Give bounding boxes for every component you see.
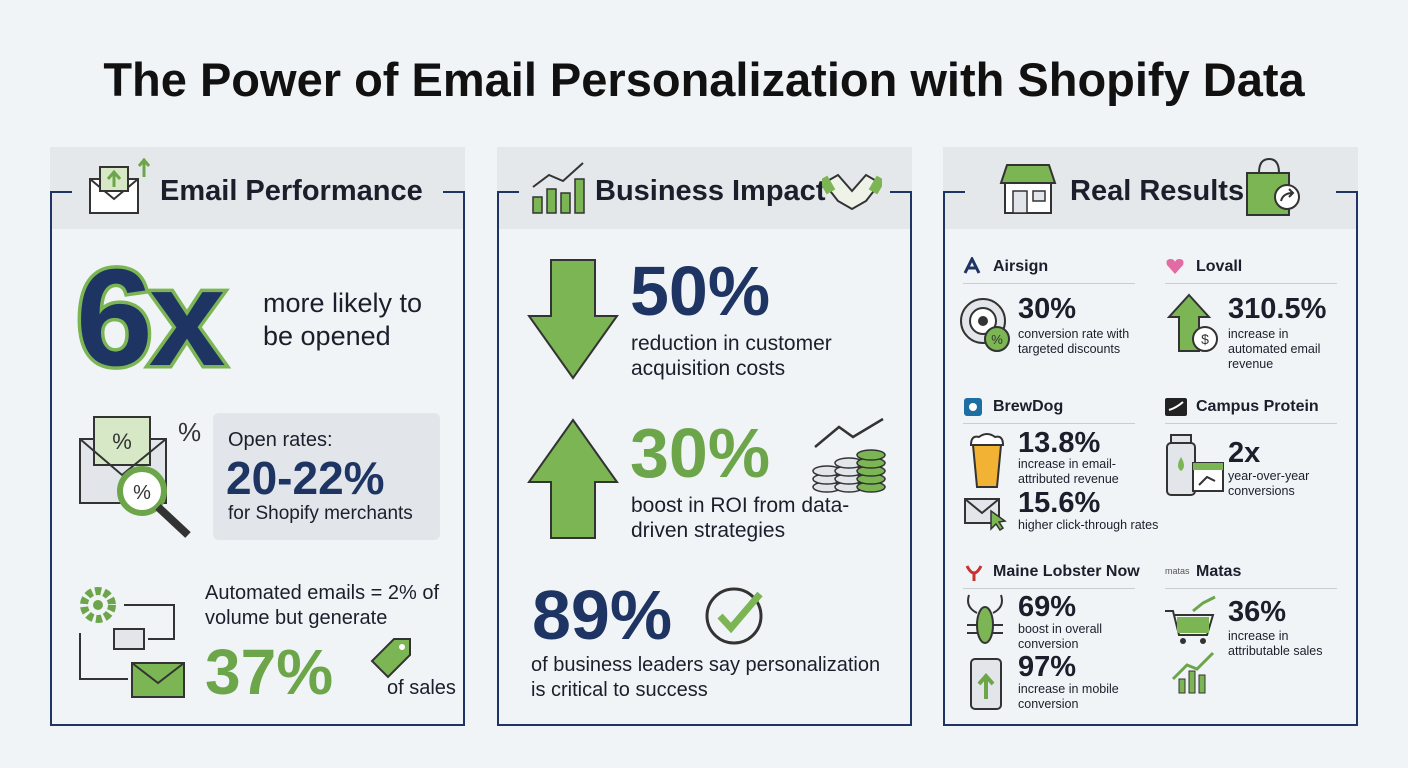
brand-name: Airsign bbox=[993, 258, 1049, 275]
brand-name: Maine Lobster Now bbox=[993, 563, 1140, 580]
brand-logo-text: matas bbox=[1165, 566, 1190, 576]
email-performance-panel: Email Performance 6x more likely to be o… bbox=[50, 147, 465, 726]
result-text: increase in automated email revenue bbox=[1228, 327, 1321, 371]
result-value: 2x bbox=[1228, 437, 1261, 469]
impact-value: 30% bbox=[630, 414, 771, 492]
frame-tick bbox=[1336, 191, 1358, 193]
svg-text:%: % bbox=[133, 482, 151, 504]
stat-value: 6x bbox=[73, 238, 229, 399]
cart-icon bbox=[1165, 595, 1216, 694]
panel-heading: Real Results bbox=[1070, 175, 1245, 207]
result-value: 69% bbox=[1018, 591, 1077, 623]
separator bbox=[1165, 283, 1337, 284]
result-text: year-over-year conversions bbox=[1228, 469, 1310, 498]
frame-tick bbox=[890, 191, 912, 193]
open-rate-label: Open rates: bbox=[228, 429, 333, 451]
real-results-panel: Real Results Airsign % 30% conversion ra… bbox=[943, 147, 1358, 726]
handshake-icon bbox=[822, 173, 882, 211]
brand-name: Lovall bbox=[1196, 258, 1243, 275]
brand-name: BrewDog bbox=[993, 398, 1064, 415]
result-value: 310.5% bbox=[1228, 293, 1327, 325]
separator bbox=[1165, 423, 1337, 424]
page-title: The Power of Email Personalization with … bbox=[103, 53, 1305, 106]
panel-heading: Business Impact bbox=[595, 175, 826, 207]
impact-value: 89% bbox=[532, 576, 673, 654]
brand-logo bbox=[964, 398, 982, 416]
protein-icon bbox=[1166, 434, 1224, 496]
panel-frame bbox=[497, 191, 912, 726]
chart-icon bbox=[532, 162, 585, 214]
brand-logo bbox=[1165, 398, 1187, 416]
result-text: conversion rate with targeted discounts bbox=[1018, 327, 1130, 356]
automated-suffix: of sales bbox=[387, 677, 456, 699]
impact-value: 50% bbox=[630, 252, 771, 330]
open-rate-value: 20-22% bbox=[226, 452, 385, 504]
result-text: increase in mobile conversion bbox=[1018, 682, 1119, 711]
svg-text:%: % bbox=[178, 417, 201, 447]
tag-icon bbox=[370, 638, 411, 679]
brand-logo bbox=[1166, 259, 1184, 274]
open-rate-bubble bbox=[213, 413, 440, 540]
coins-icon bbox=[812, 417, 886, 493]
result-text: increase in email-attributed revenue bbox=[1018, 457, 1119, 486]
frame-tick bbox=[443, 191, 465, 193]
result-text: boost in overall conversion bbox=[1018, 622, 1103, 651]
result-value: 36% bbox=[1228, 596, 1287, 628]
lobster-icon bbox=[967, 594, 1003, 644]
separator bbox=[963, 283, 1135, 284]
bag-icon bbox=[1246, 157, 1300, 216]
svg-text:%: % bbox=[112, 429, 132, 454]
automation-icon bbox=[79, 587, 185, 698]
open-rate-text: for Shopify merchants bbox=[228, 503, 413, 524]
envelope-icon bbox=[89, 157, 151, 214]
separator bbox=[963, 423, 1135, 424]
separator bbox=[1165, 588, 1337, 589]
result-value: 13.8% bbox=[1018, 427, 1101, 459]
click-icon bbox=[964, 498, 1007, 531]
result-value: 97% bbox=[1018, 651, 1077, 683]
stat-text: more likely to be opened bbox=[263, 288, 423, 351]
up-arrow-icon bbox=[527, 418, 619, 539]
panel-frame bbox=[943, 191, 1358, 726]
check-icon bbox=[705, 587, 763, 645]
result-text: increase in attributable sales bbox=[1228, 629, 1323, 658]
result-value: 15.6% bbox=[1018, 487, 1101, 519]
impact-text: boost in ROI from data-driven strategies bbox=[631, 494, 850, 542]
business-impact-panel: Business Impact 50% reduction in custome… bbox=[497, 147, 912, 726]
panel-heading: Email Performance bbox=[160, 175, 423, 207]
frame-tick bbox=[50, 191, 72, 193]
separator bbox=[963, 588, 1135, 589]
automated-text: Automated emails = 2% of volume but gene… bbox=[205, 582, 440, 629]
panel-frame bbox=[50, 191, 465, 726]
result-value: 30% bbox=[1018, 293, 1077, 325]
result-text: higher click-through rates bbox=[1018, 518, 1159, 532]
target-icon: % bbox=[960, 298, 1010, 352]
impact-text: reduction in customer acquisition costs bbox=[631, 332, 832, 380]
frame-tick bbox=[943, 191, 965, 193]
store-icon bbox=[999, 164, 1057, 214]
brand-name: Campus Protein bbox=[1196, 398, 1319, 415]
frame-tick bbox=[497, 191, 519, 193]
svg-text:%: % bbox=[991, 332, 1003, 347]
revenue-icon: $ bbox=[1167, 293, 1218, 352]
automated-value: 37% bbox=[205, 636, 334, 708]
impact-text: of business leaders say personalization … bbox=[531, 654, 881, 701]
mobile-icon bbox=[970, 658, 1002, 710]
open-rate-icon: % % % bbox=[79, 416, 201, 538]
brand-logo bbox=[963, 257, 981, 274]
brand-logo bbox=[965, 565, 983, 581]
down-arrow-icon bbox=[527, 259, 619, 380]
svg-text:$: $ bbox=[1201, 331, 1209, 347]
brand-name: Matas bbox=[1196, 563, 1242, 580]
beer-icon bbox=[969, 433, 1005, 488]
